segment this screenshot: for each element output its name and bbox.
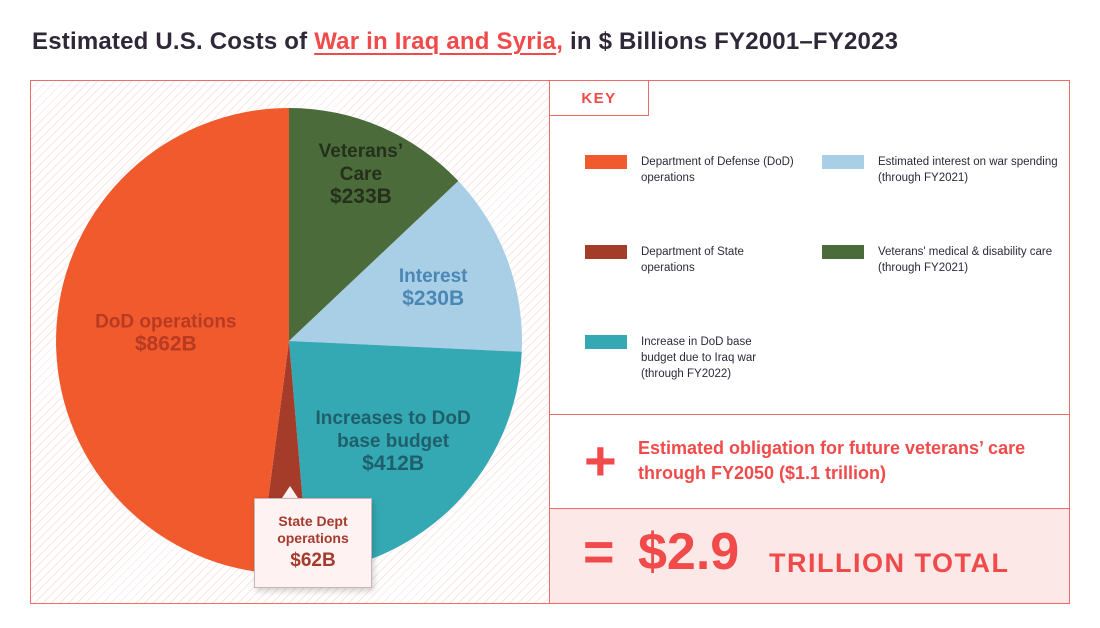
legend-swatch-veterans [822,245,864,259]
title-highlight: War in Iraq and Syria [314,28,557,55]
callout-pointer [282,486,298,498]
slice-veterans-care [289,108,459,341]
label-veterans-care-name: Care [340,164,382,185]
legend-label-state: Department of State operations [641,246,744,274]
legend-swatch-base [585,335,627,349]
legend-item-base: Increase in DoD base budget due to Iraq … [585,334,771,382]
label-dod-operations-name: DoD operations [95,311,236,332]
slice-interest [289,180,522,352]
legend-label-interest: Estimated interest on war spending (thro… [878,156,1058,184]
total-label: TRILLION TOTAL [769,548,1010,578]
label-interest-name: Interest [399,266,468,287]
plus-icon: + [584,429,617,492]
obligation-text: Estimated obligation for future veterans… [638,438,1026,483]
label-veterans-care-value: $233B [330,185,392,208]
callout-value: $62B [290,550,336,571]
label-dod-base-budget-name: base budget [337,431,450,452]
legend-swatch-dod [585,155,627,169]
legend-item-veterans: Veterans' medical & disability care (thr… [822,244,1068,276]
title-prefix: Estimated U.S. Costs of [32,28,315,55]
chart-title: Estimated U.S. Costs of War in Iraq and … [32,28,898,56]
equals-icon: = [583,522,615,582]
callout-label-line2: operations [277,530,349,546]
title-comma: , [556,28,564,55]
key-heading: KEY [549,80,649,116]
slice-dod-operations [56,108,290,572]
label-dod-base-budget-value: $412B [362,452,424,475]
total-panel [549,508,1070,604]
key-panel [549,80,1070,415]
total-amount: $2.9 [638,523,740,581]
legend-item-dod: Department of Defense (DoD) operations [585,154,821,186]
legend-item-state: Department of State operations [585,244,771,276]
label-dod-base-budget-name: Increases to DoD [315,408,470,429]
legend-item-interest: Estimated interest on war spending (thro… [822,154,1068,186]
legend-label-base: Increase in DoD base budget due to Iraq … [641,336,757,380]
legend-label-dod: Department of Defense (DoD) operations [641,156,794,184]
label-dod-operations-value: $862B [135,332,197,355]
state-dept-callout: State Dept operations $62B [254,498,372,588]
legend-swatch-state [585,245,627,259]
label-interest-value: $230B [402,287,464,310]
label-veterans-care-name: Veterans’ [319,141,404,162]
legend-swatch-interest [822,155,864,169]
callout-label-line1: State Dept [278,513,348,529]
legend-label-veterans: Veterans' medical & disability care (thr… [878,246,1053,274]
title-suffix: in $ Billions FY2001–FY2023 [563,28,899,55]
